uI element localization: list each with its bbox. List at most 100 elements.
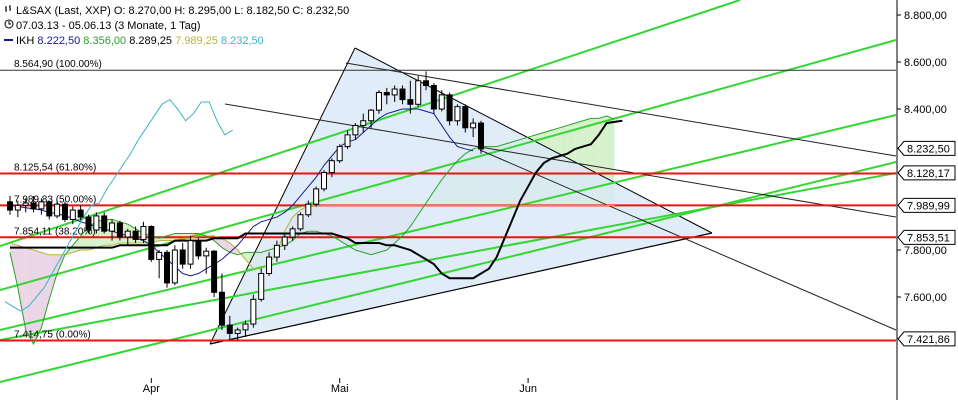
candle-body bbox=[383, 92, 390, 96]
candle bbox=[211, 250, 218, 297]
fib-label: 7.989,83 (50.00%) bbox=[14, 194, 96, 205]
candle bbox=[470, 118, 477, 138]
fib-label: 7.854,11 (38.20%) bbox=[14, 226, 96, 237]
candle-body bbox=[415, 80, 422, 105]
x-axis: Apr Mai Jun bbox=[143, 378, 537, 395]
candle-body bbox=[124, 230, 131, 238]
candle bbox=[289, 226, 296, 241]
candle-body bbox=[226, 324, 233, 334]
senkou-span-b bbox=[9, 204, 615, 270]
channel-line bbox=[0, 172, 897, 341]
legend-title: L&SAX (Last, XXP) O: 8.270,00 H: 8.295,0… bbox=[16, 5, 350, 17]
candle-body bbox=[195, 240, 202, 257]
candle bbox=[54, 200, 61, 219]
candle-body bbox=[344, 134, 351, 148]
legend-title-row: L&SAX (Last, XXP) O: 8.270,00 H: 8.295,0… bbox=[4, 4, 349, 19]
candle bbox=[156, 250, 163, 279]
fib-label: 8.564,90 (100.00%) bbox=[14, 59, 102, 70]
candle bbox=[30, 195, 37, 213]
candle-body bbox=[281, 236, 288, 246]
ikh-lines bbox=[4, 98, 623, 346]
candle bbox=[328, 158, 335, 178]
triangle-edge-left bbox=[209, 47, 356, 345]
candle-body bbox=[352, 124, 359, 136]
candle-body bbox=[375, 92, 382, 111]
price-tag-label: 8.232,50 bbox=[907, 143, 950, 155]
candle-body bbox=[22, 202, 29, 206]
candle bbox=[336, 144, 343, 164]
chikou-span bbox=[4, 98, 233, 312]
candle bbox=[478, 120, 484, 154]
candle-body bbox=[423, 80, 430, 87]
candle-body bbox=[470, 122, 477, 129]
candle-body bbox=[218, 291, 225, 326]
candle-body bbox=[61, 203, 68, 220]
y-tick-label: 7.600,00 bbox=[904, 292, 947, 304]
candle-body bbox=[313, 188, 320, 205]
candle bbox=[203, 247, 210, 274]
cloud-segment bbox=[49, 254, 58, 300]
cloud-segment bbox=[17, 245, 26, 330]
candle bbox=[132, 226, 139, 243]
candle-body bbox=[399, 88, 406, 101]
price-tag-label: 7.989,99 bbox=[907, 200, 950, 212]
price-tag-label: 7.421,86 bbox=[907, 334, 950, 346]
trend-line bbox=[479, 149, 897, 331]
candle bbox=[148, 225, 155, 262]
candle bbox=[85, 214, 92, 234]
candle-body bbox=[328, 160, 335, 173]
candle bbox=[179, 242, 186, 269]
candle bbox=[101, 212, 108, 234]
candle-body bbox=[430, 85, 437, 110]
candle bbox=[77, 205, 84, 221]
trend-line bbox=[224, 103, 897, 218]
price-tag: 8.128,17 bbox=[897, 165, 956, 181]
y-tick-label: 7.800,00 bbox=[904, 245, 947, 257]
candle bbox=[360, 113, 367, 133]
candle-body bbox=[478, 122, 484, 150]
candle bbox=[399, 85, 406, 105]
candle bbox=[234, 327, 241, 341]
candle bbox=[61, 201, 68, 222]
candle-body bbox=[93, 215, 100, 231]
y-tick-label: 8.600,00 bbox=[904, 57, 947, 69]
ikh-line-icon bbox=[4, 34, 16, 49]
chart-legend: L&SAX (Last, XXP) O: 8.270,00 H: 8.295,0… bbox=[4, 4, 349, 49]
candle-body bbox=[77, 209, 84, 218]
candle bbox=[446, 92, 453, 126]
candle-body bbox=[164, 251, 170, 284]
candle-body bbox=[30, 202, 37, 210]
candle-body bbox=[69, 209, 76, 220]
candle-body bbox=[187, 240, 194, 265]
price-tag-box bbox=[897, 165, 956, 181]
clock-icon bbox=[4, 19, 16, 34]
fib-label: 8.125,54 (61.80%) bbox=[14, 162, 96, 173]
candle-body bbox=[109, 222, 116, 232]
candle bbox=[438, 90, 445, 112]
kijun-sen bbox=[10, 119, 623, 280]
candle-body bbox=[14, 204, 21, 211]
triangle-fill bbox=[210, 48, 712, 344]
cloud-segment bbox=[10, 242, 18, 288]
x-tick-label: Mai bbox=[331, 383, 349, 395]
candle-body bbox=[116, 222, 123, 238]
price-tag-box bbox=[897, 140, 956, 156]
channel-line bbox=[0, 161, 897, 383]
candle-body bbox=[38, 201, 45, 210]
legend-ikh-value-4: 7.989,25 bbox=[175, 35, 218, 47]
candle-body bbox=[132, 230, 139, 240]
candle bbox=[383, 87, 390, 105]
price-tag-box bbox=[897, 229, 956, 245]
candle bbox=[46, 200, 53, 220]
price-tag-box bbox=[897, 197, 956, 213]
cloud-segment bbox=[25, 247, 34, 344]
candle bbox=[281, 233, 288, 250]
candle bbox=[109, 219, 116, 241]
trend-line bbox=[345, 62, 897, 157]
price-tags: 8.232,50 8.128,17 7.989,99 7.853,51 7.421,86 bbox=[897, 140, 956, 347]
price-tag-label: 7.853,51 bbox=[907, 232, 950, 244]
legend-ikh-value-3: 8.289,25 bbox=[129, 35, 173, 47]
candle-body bbox=[258, 273, 265, 300]
candle bbox=[116, 220, 123, 241]
